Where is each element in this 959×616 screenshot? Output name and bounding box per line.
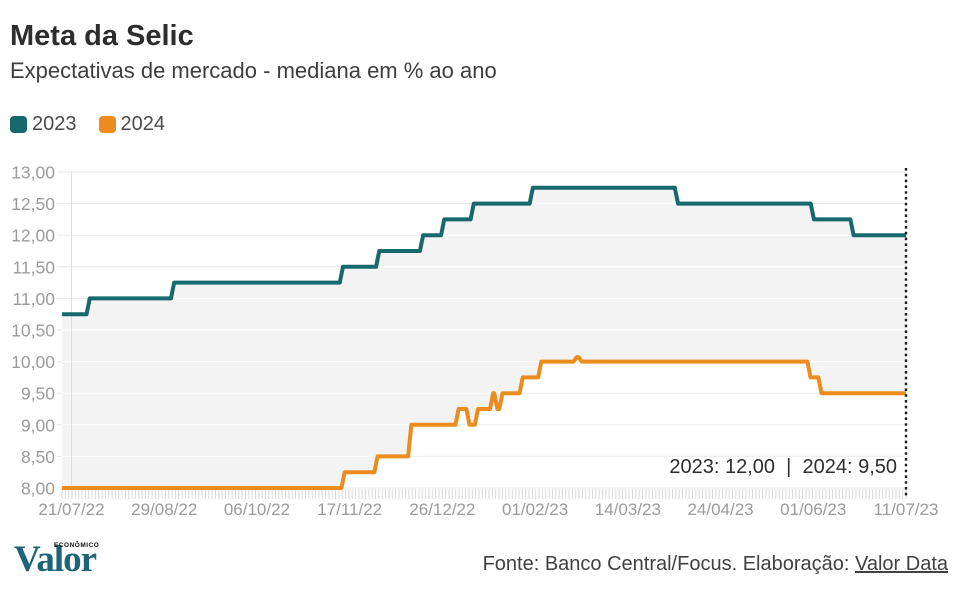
y-axis-labels: 13,00 12,50 12,00 11,50 11,00 10,50 10,00 9,50 9… [11, 163, 55, 499]
latest-values-annotation: 2023: 12,00 | 2024: 9,50 [669, 456, 897, 478]
chart-title: Meta da Selic [10, 20, 194, 52]
x-tick-label: 17/11/22 [317, 500, 382, 519]
x-tick-label: 29/08/22 [131, 500, 197, 519]
area-under-2024 [62, 357, 906, 488]
x-tick-label: 11/07/23 [874, 500, 939, 519]
y-tick-label: 11,00 [13, 289, 56, 309]
y-tick-label: 10,00 [11, 352, 55, 372]
y-tick-label: 11,50 [13, 257, 56, 277]
selic-step-chart: 13,00 12,50 12,00 11,50 11,00 10,50 10,00 9,50 9… [11, 163, 938, 520]
x-tick-label: 14/03/23 [595, 500, 661, 519]
y-tick-label: 13,00 [11, 163, 55, 183]
y-tick-label: 9,00 [21, 415, 55, 435]
x-tick-label: 21/07/22 [38, 500, 104, 519]
legend-swatch-2023-icon [10, 116, 27, 133]
y-tick-label: 9,50 [21, 384, 55, 404]
legend-label-2024: 2024 [120, 113, 166, 135]
x-tick-label: 01/06/23 [780, 500, 846, 519]
y-tick-label: 8,00 [21, 479, 55, 499]
x-tick-label: 01/02/23 [502, 500, 568, 519]
legend-swatch-2024-icon [98, 116, 116, 133]
valor-logo: Valor ECONÔMICO [14, 541, 100, 587]
source-text: Fonte: Banco Central/Focus. Elaboração: [482, 553, 855, 575]
chart-subtitle: Expectativas de mercado - mediana em % a… [10, 58, 497, 83]
x-axis-labels: 21/07/22 29/08/22 06/10/22 17/11/22 26/12/22… [38, 500, 938, 519]
legend: 2023 2024 [10, 113, 165, 136]
x-tick-label: 24/04/23 [687, 500, 753, 519]
valor-logo-superscript: ECONÔMICO [54, 542, 100, 549]
source-line: Fonte: Banco Central/Focus. Elaboração: … [483, 553, 948, 576]
series-line-2023 [62, 185, 906, 317]
legend-item-2024: 2024 [98, 113, 166, 136]
series-line-2024 [62, 355, 906, 490]
legend-label-2023: 2023 [32, 113, 77, 135]
y-tick-label: 12,50 [11, 194, 55, 214]
y-tick-label: 10,50 [11, 321, 55, 341]
valor-logo-text: Valor [14, 539, 97, 580]
x-tick-label: 26/12/22 [409, 500, 475, 519]
y-tick-label: 8,50 [21, 447, 55, 467]
valor-data-link[interactable]: Valor Data [854, 553, 948, 575]
legend-item-2023: 2023 [10, 113, 77, 136]
x-tick-label: 06/10/22 [224, 500, 290, 519]
y-tick-label: 12,00 [11, 226, 55, 246]
x-minor-ticks [61, 489, 907, 499]
